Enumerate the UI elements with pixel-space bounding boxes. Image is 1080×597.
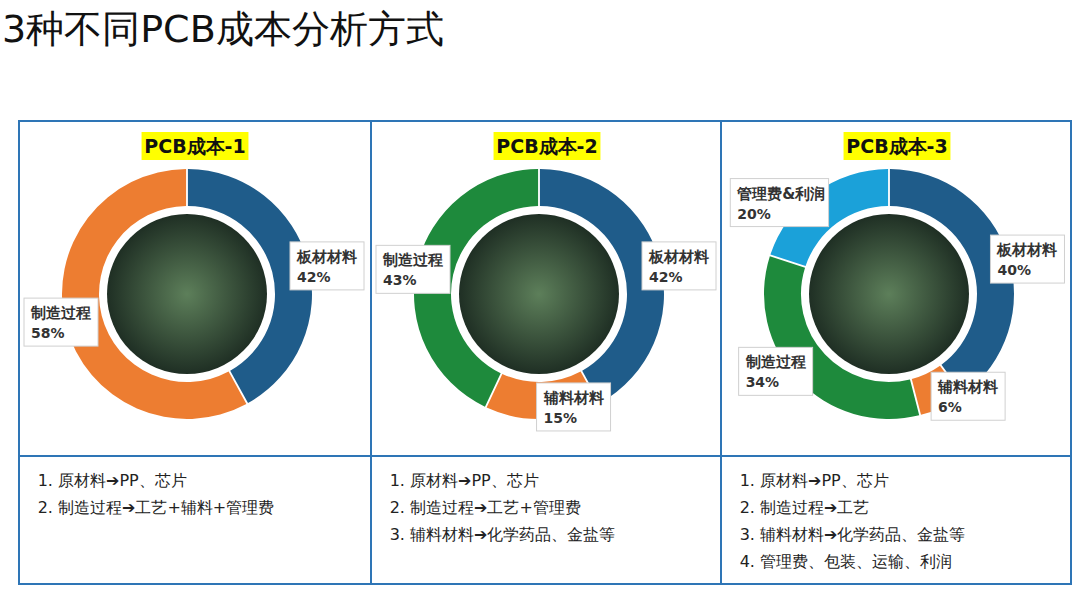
svg-text:58%: 58% (31, 325, 65, 341)
svg-text:40%: 40% (997, 262, 1031, 278)
svg-text:板材材料: 板材材料 (296, 248, 357, 266)
svg-text:制造过程: 制造过程 (382, 251, 443, 269)
html-text:制造过程➔工艺+辅料+管理费: 制造过程➔工艺+辅料+管理费 (58, 498, 275, 517)
svg-text:PCB成本-3: PCB成本-3 (846, 135, 947, 157)
html-text:原材料➔PP、芯片: 原材料➔PP、芯片 (58, 471, 187, 490)
svg-text:辅料材料: 辅料材料 (937, 378, 998, 396)
svg-text:PCB成本-2: PCB成本-2 (496, 135, 597, 157)
html-text:制造过程➔工艺: 制造过程➔工艺 (760, 498, 870, 517)
svg-text:42%: 42% (649, 269, 683, 285)
svg-text:42%: 42% (297, 269, 331, 285)
svg-text:板材材料: 板材材料 (648, 248, 709, 266)
svg-text:20%: 20% (737, 206, 771, 222)
svg-text:辅料材料: 辅料材料 (543, 389, 604, 407)
html-text:辅料材料➔化学药品、金盐等: 辅料材料➔化学药品、金盐等 (760, 525, 966, 544)
svg-text:管理费&利润: 管理费&利润 (736, 185, 825, 203)
html-text:3种不同PCB成本分析方式: 3种不同PCB成本分析方式 (2, 7, 444, 51)
svg-text:6%: 6% (938, 399, 962, 415)
svg-text:34%: 34% (746, 374, 780, 390)
svg-text:43%: 43% (383, 272, 417, 288)
html-text:辅料材料➔化学药品、金盐等: 辅料材料➔化学药品、金盐等 (410, 525, 616, 544)
html-text:制造过程➔工艺+管理费: 制造过程➔工艺+管理费 (410, 498, 581, 517)
svg-text:制造过程: 制造过程 (30, 304, 91, 322)
svg-text:板材材料: 板材材料 (996, 241, 1057, 259)
html-text:原材料➔PP、芯片: 原材料➔PP、芯片 (760, 471, 889, 490)
html-text:原材料➔PP、芯片: 原材料➔PP、芯片 (410, 471, 539, 490)
svg-text:PCB成本-1: PCB成本-1 (144, 135, 245, 157)
svg-text:15%: 15% (544, 410, 578, 426)
html-text:管理费、包装、运输、利润: 管理费、包装、运输、利润 (760, 552, 952, 571)
svg-text:制造过程: 制造过程 (745, 353, 806, 371)
